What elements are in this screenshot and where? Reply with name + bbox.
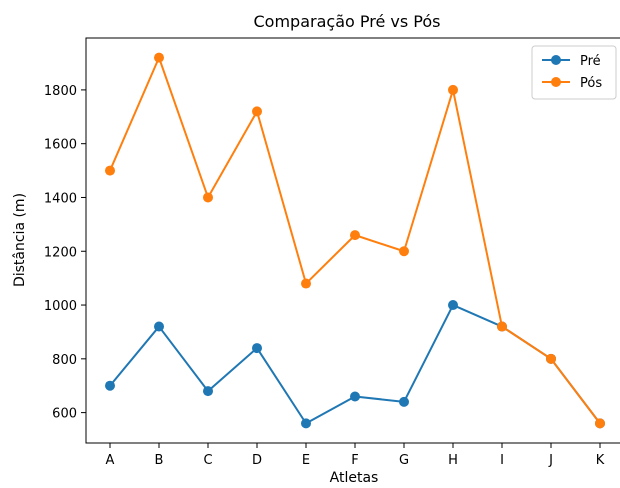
- chart-title: Comparação Pré vs Pós: [254, 12, 441, 31]
- x-tick-label: H: [448, 453, 458, 468]
- data-point: [350, 230, 360, 241]
- data-point: [399, 246, 409, 257]
- x-axis-label: Atletas: [330, 470, 379, 486]
- data-point: [105, 380, 115, 391]
- legend: Pré Pós: [531, 45, 617, 100]
- x-tick-label: D: [252, 453, 262, 468]
- x-tick-label: F: [351, 453, 358, 468]
- y-tick-label: 800: [52, 353, 77, 368]
- legend-box: [531, 45, 617, 100]
- legend-label: Pré: [580, 54, 601, 69]
- data-point: [105, 165, 115, 176]
- data-point: [203, 192, 213, 203]
- data-point: [301, 278, 311, 289]
- data-point: [497, 321, 507, 332]
- y-tick-label: 1800: [44, 84, 77, 99]
- y-tick-label: 600: [52, 407, 77, 422]
- y-tick-label: 1600: [44, 138, 77, 153]
- data-point: [154, 52, 164, 63]
- data-point: [301, 418, 311, 429]
- x-tick-label: I: [500, 453, 504, 468]
- data-point: [546, 353, 556, 364]
- x-tick-label: B: [155, 453, 164, 468]
- x-tick-label: A: [106, 453, 115, 468]
- data-point: [154, 321, 164, 332]
- x-tick-label: K: [596, 453, 605, 468]
- x-tick-label: G: [399, 453, 409, 468]
- series-line-1: [109, 304, 601, 425]
- data-point: [252, 343, 262, 354]
- legend-marker: [551, 55, 561, 65]
- y-tick-label: 1400: [44, 191, 77, 206]
- x-tick-label: C: [203, 453, 212, 468]
- legend-label: Pós: [580, 76, 602, 91]
- data-point: [448, 300, 458, 311]
- x-tick-label: E: [302, 453, 310, 468]
- data-point: [203, 386, 213, 397]
- plot-frame: [85, 37, 620, 444]
- x-tick-label: J: [548, 453, 553, 468]
- data-point: [595, 418, 605, 429]
- data-point: [399, 396, 409, 407]
- legend-marker: [551, 77, 561, 87]
- y-tick-label: 1000: [44, 299, 77, 314]
- data-point: [448, 84, 458, 95]
- y-tick-label: 1200: [44, 245, 77, 260]
- series-line-2: [109, 56, 601, 424]
- data-point: [350, 391, 360, 402]
- data-point: [252, 106, 262, 117]
- y-axis-label: Distância (m): [12, 193, 28, 287]
